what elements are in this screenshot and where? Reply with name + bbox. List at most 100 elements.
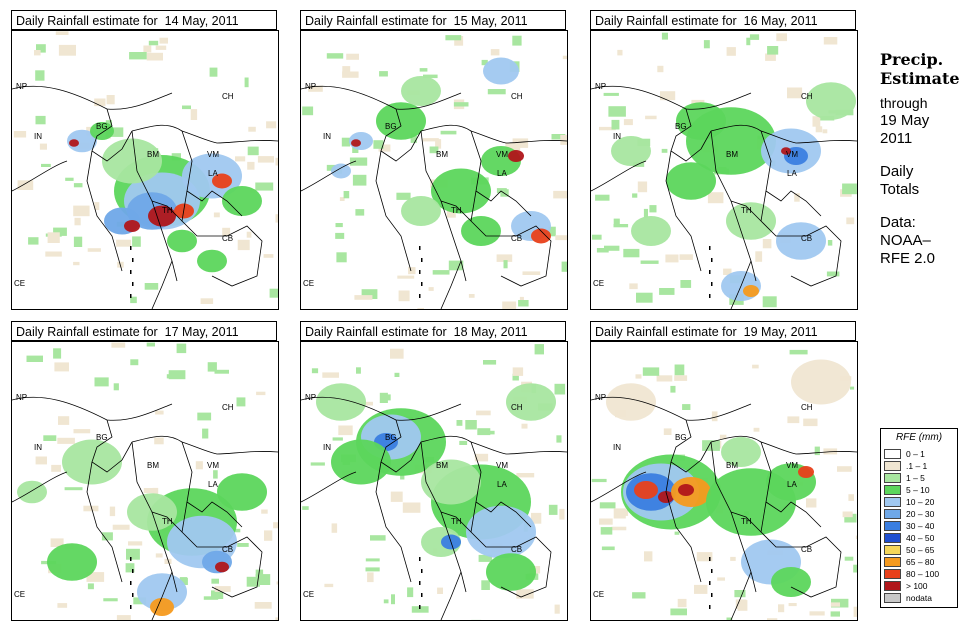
rain-speckle bbox=[200, 298, 214, 304]
rain-field bbox=[726, 202, 776, 240]
rain-speckle bbox=[400, 474, 405, 480]
rain-speckle bbox=[36, 44, 46, 53]
rain-speckle bbox=[83, 505, 99, 512]
rain-speckle bbox=[214, 369, 229, 374]
rain-speckle bbox=[176, 343, 187, 354]
rain-speckle bbox=[336, 252, 347, 263]
rain-speckle bbox=[57, 603, 68, 608]
rain-speckle bbox=[129, 52, 147, 60]
rain-speckle bbox=[649, 205, 657, 213]
legend-item: > 100 bbox=[884, 581, 928, 592]
rain-speckle bbox=[232, 528, 241, 533]
rain-speckle bbox=[236, 397, 246, 407]
rain-speckle bbox=[209, 67, 218, 77]
rain-speckle bbox=[674, 364, 685, 376]
rain-speckle bbox=[367, 572, 374, 583]
rain-speckle bbox=[483, 360, 497, 365]
island bbox=[421, 282, 423, 286]
rain-speckle bbox=[211, 578, 219, 584]
rain-speckle bbox=[407, 587, 414, 598]
rain-speckle bbox=[496, 254, 513, 262]
rain-speckle bbox=[717, 577, 725, 581]
rain-speckle bbox=[629, 283, 638, 290]
country-label: CH bbox=[511, 403, 523, 412]
rain-speckle bbox=[445, 35, 462, 41]
legend-label: nodata bbox=[906, 593, 932, 603]
country-label: BG bbox=[675, 433, 687, 442]
rain-speckle bbox=[734, 590, 746, 598]
rain-speckle bbox=[390, 491, 403, 502]
rain-speckle bbox=[179, 577, 187, 584]
rain-speckle bbox=[749, 34, 760, 40]
rain-speckle bbox=[613, 218, 620, 225]
rain-speckle bbox=[531, 512, 542, 524]
rain-speckle bbox=[548, 226, 556, 237]
rain-speckle bbox=[213, 212, 220, 218]
island bbox=[419, 270, 421, 274]
rain-speckle bbox=[276, 581, 278, 585]
rain-speckle bbox=[338, 425, 353, 436]
country-label: IN bbox=[323, 132, 331, 141]
map-panel-18-may: Daily Rainfall estimate for 18 May, 2011… bbox=[300, 321, 568, 621]
rain-speckle bbox=[465, 420, 477, 430]
island bbox=[711, 593, 713, 597]
rain-speckle bbox=[101, 532, 113, 541]
rain-speckle bbox=[456, 420, 463, 426]
legend-label: 50 – 65 bbox=[906, 545, 935, 555]
rainfall-map: NP CH IN BG BM VM LA TH CB CE bbox=[590, 341, 858, 621]
rain-field bbox=[776, 222, 826, 260]
country-boundary bbox=[440, 511, 472, 533]
country-label: BG bbox=[675, 122, 687, 131]
rain-speckle bbox=[519, 296, 524, 302]
rain-speckle bbox=[661, 32, 668, 40]
rain-speckle bbox=[481, 59, 488, 66]
rain-speckle bbox=[746, 37, 751, 46]
rain-speckle bbox=[275, 214, 278, 223]
rain-speckle bbox=[397, 275, 415, 279]
rain-speckle bbox=[815, 126, 823, 133]
rainfall-map: NP CH IN BG BM VM LA TH CB CE bbox=[300, 341, 568, 621]
country-label: TH bbox=[741, 206, 752, 215]
rain-speckle bbox=[842, 511, 853, 518]
rain-speckle bbox=[419, 68, 428, 72]
country-boundary bbox=[665, 150, 702, 272]
rain-speckle bbox=[474, 453, 489, 462]
rain-speckle bbox=[126, 548, 140, 560]
rain-speckle bbox=[502, 301, 517, 309]
island bbox=[419, 605, 421, 609]
rain-speckle bbox=[17, 180, 34, 190]
rain-speckle bbox=[326, 164, 336, 171]
island bbox=[132, 282, 134, 286]
rain-speckle bbox=[195, 461, 203, 470]
legend-label: 1 – 5 bbox=[906, 473, 925, 483]
rain-speckle bbox=[133, 597, 147, 605]
rain-speckle bbox=[611, 526, 627, 531]
rain-speckle bbox=[391, 594, 395, 605]
rain-speckle bbox=[132, 236, 141, 247]
rain-speckle bbox=[814, 446, 820, 456]
rain-speckle bbox=[726, 47, 736, 56]
rainfall-map: NP CH IN BG BM VM LA TH CB CE bbox=[300, 30, 568, 310]
rain-speckle bbox=[496, 188, 507, 194]
legend-swatch bbox=[884, 497, 901, 507]
rain-speckle bbox=[207, 362, 217, 372]
legend-item: 5 – 10 bbox=[884, 485, 930, 496]
country-boundary bbox=[440, 260, 462, 309]
rain-field bbox=[486, 553, 536, 591]
country-boundary bbox=[730, 571, 752, 620]
rainfall-map: NP CH IN BG BM VM LA TH CB CE bbox=[11, 341, 279, 621]
caption-data: Data: bbox=[880, 214, 916, 231]
rain-speckle bbox=[394, 372, 400, 377]
rain-speckle bbox=[35, 456, 47, 465]
country-boundary bbox=[591, 85, 752, 110]
rain-speckle bbox=[645, 115, 657, 120]
island bbox=[709, 294, 711, 298]
caption-daily: Daily bbox=[880, 163, 914, 180]
rain-speckle bbox=[105, 127, 124, 137]
rain-field bbox=[531, 228, 551, 244]
rain-speckle bbox=[34, 50, 41, 56]
rain-speckle bbox=[844, 556, 854, 561]
rain-speckle bbox=[726, 617, 733, 620]
country-boundary bbox=[470, 190, 552, 287]
rain-speckle bbox=[440, 130, 457, 135]
